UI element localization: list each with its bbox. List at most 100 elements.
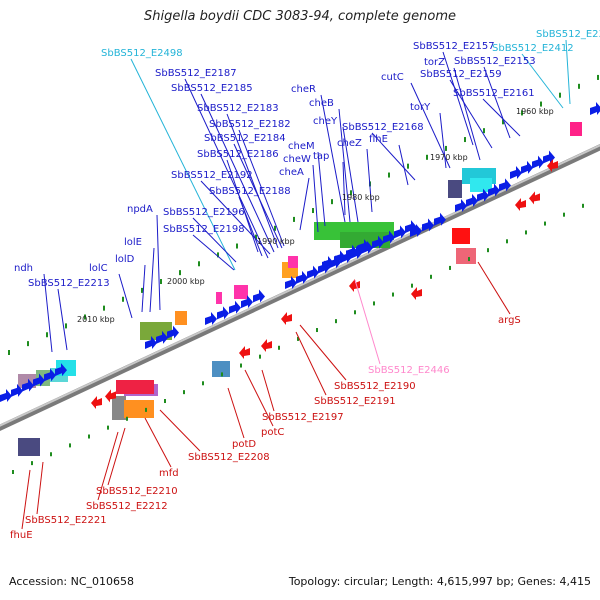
gene-label-fhuE[interactable]: fhuE (10, 530, 33, 541)
scale-label: 2000 kbp (167, 277, 205, 286)
gene-label-SbBS512_E2344[interactable]: SbBS512_E2344 (536, 29, 600, 40)
forward-arrow (217, 306, 229, 320)
forward-arrow (350, 246, 362, 259)
gene-label-SbBS512_E2168[interactable]: SbBS512_E2168 (342, 122, 424, 133)
gene-label-cheW[interactable]: cheW (283, 154, 311, 165)
gene-label-SbBS512_E2210[interactable]: SbBS512_E2210 (96, 486, 178, 497)
forward-arrow (434, 212, 446, 226)
gene-label-SbBS512_E2183[interactable]: SbBS512_E2183 (197, 103, 279, 114)
leader-line (366, 148, 373, 213)
gene-label-npdA[interactable]: npdA (127, 204, 153, 215)
gene-label-SbBS512_E2182[interactable]: SbBS512_E2182 (209, 119, 291, 130)
gene-label-SbBS512_E2221[interactable]: SbBS512_E2221 (25, 515, 107, 526)
scale-tick (126, 416, 128, 421)
scale-label: 1980 kbp (342, 193, 380, 202)
forward-arrow (466, 193, 478, 207)
forward-arrow (296, 270, 308, 284)
leader-line (141, 264, 146, 313)
gene-label-SbBS512_E2161[interactable]: SbBS512_E2161 (453, 88, 535, 99)
scale-tick (445, 145, 447, 151)
gene-label-SbBS512_E2197[interactable]: SbBS512_E2197 (262, 412, 344, 423)
forward-arrow (241, 295, 253, 309)
leader-line (192, 217, 237, 263)
scale-tick (145, 407, 147, 412)
gene-label-lolD[interactable]: lolD (115, 254, 135, 265)
leader-line (57, 288, 68, 351)
gene-label-SbBS512_E2196[interactable]: SbBS512_E2196 (163, 207, 245, 218)
scale-tick (27, 341, 29, 347)
scale-tick (217, 252, 219, 258)
gene-label-cheM[interactable]: cheM (288, 141, 315, 152)
gene-label-SbBS512_E2187[interactable]: SbBS512_E2187 (155, 68, 237, 79)
gene-label-cheA[interactable]: cheA (279, 167, 304, 178)
scale-tick (141, 287, 143, 293)
gene-label-SbBS512_E2184[interactable]: SbBS512_E2184 (204, 133, 286, 144)
scale-tick (350, 190, 352, 196)
reverse-gene-arrows (91, 159, 558, 409)
gene-label-cutC[interactable]: cutC (381, 72, 404, 83)
gene-label-potD[interactable]: potD (232, 439, 256, 450)
leader-line (565, 39, 571, 105)
gene-label-SbBS512_E2446[interactable]: SbBS512_E2446 (368, 365, 450, 376)
gene-label-cheY[interactable]: cheY (313, 116, 338, 127)
leader-line (233, 143, 283, 249)
leader-line (156, 214, 161, 311)
gene-label-SbBS512_E2185[interactable]: SbBS512_E2185 (171, 83, 253, 94)
gene-label-lolE[interactable]: lolE (124, 237, 142, 248)
gene-label-SbBS512_E2198[interactable]: SbBS512_E2198 (163, 224, 245, 235)
gene-label-lolC[interactable]: lolC (89, 263, 108, 274)
reverse-arrow (105, 389, 116, 403)
gene-label-cheZ[interactable]: cheZ (337, 138, 362, 149)
gene-label-SbBS512_E2213[interactable]: SbBS512_E2213 (28, 278, 110, 289)
leader-line (295, 331, 327, 396)
forward-arrow (410, 224, 422, 237)
scale-tick (407, 163, 409, 169)
feature-block (234, 285, 248, 299)
gene-label-SbBS512_E2498[interactable]: SbBS512_E2498 (101, 48, 183, 59)
accession-text: Accession: NC_010658 (9, 575, 135, 588)
scale-tick (411, 283, 413, 288)
leader-line (299, 177, 310, 231)
gene-label-SbBS512_E2192[interactable]: SbBS512_E2192 (171, 170, 253, 181)
gene-label-SbBS512_E2212[interactable]: SbBS512_E2212 (86, 501, 168, 512)
forward-arrow (0, 389, 12, 402)
gene-label-argS[interactable]: argS (498, 315, 521, 326)
gene-label-SbBS512_E2412[interactable]: SbBS512_E2412 (492, 43, 574, 54)
gene-label-SbBS512_E2153[interactable]: SbBS512_E2153 (454, 56, 536, 67)
leader-line (226, 113, 279, 249)
scale-tick (65, 323, 67, 329)
gene-label-SbBS512_E2186[interactable]: SbBS512_E2186 (197, 149, 279, 160)
gene-label-cheR[interactable]: cheR (291, 84, 316, 95)
gene-label-potC[interactable]: potC (261, 427, 284, 438)
gene-label-SbBS512_E2208[interactable]: SbBS512_E2208 (188, 452, 270, 463)
forward-arrow (543, 150, 555, 164)
gene-label-torY[interactable]: torY (410, 102, 431, 113)
scale-tick (540, 101, 542, 107)
forward-arrow (55, 363, 67, 377)
scale-tick (331, 199, 333, 205)
leader-line (238, 196, 263, 257)
gene-label-SbBS512_E2159[interactable]: SbBS512_E2159 (420, 69, 502, 80)
gene-label-SbBS512_E2188[interactable]: SbBS512_E2188 (209, 186, 291, 197)
scale-tick (392, 292, 394, 297)
leader-line (192, 234, 235, 271)
gene-label-cheB[interactable]: cheB (309, 98, 334, 109)
leader-line (144, 417, 172, 468)
gene-label-flhE[interactable]: flhE (369, 134, 388, 145)
gene-label-SbBS512_E2157[interactable]: SbBS512_E2157 (413, 41, 495, 52)
forward-gene-arrows (0, 102, 600, 402)
leader-line (159, 409, 201, 452)
scale-tick (183, 390, 185, 395)
gene-label-mfd[interactable]: mfd (159, 468, 179, 479)
gene-label-torZ[interactable]: torZ (424, 57, 445, 68)
reverse-arrow (261, 339, 272, 352)
gene-label-SbBS512_E2190[interactable]: SbBS512_E2190 (334, 381, 416, 392)
scale-tick (202, 381, 204, 386)
gene-label-ndh[interactable]: ndh (14, 263, 33, 274)
forward-arrow (156, 330, 168, 344)
leader-line (312, 164, 319, 233)
gene-label-SbBS512_E2191[interactable]: SbBS512_E2191 (314, 396, 396, 407)
leader-line (130, 58, 236, 271)
scale-tick (430, 274, 432, 279)
gene-label-tap[interactable]: tap (313, 151, 329, 162)
